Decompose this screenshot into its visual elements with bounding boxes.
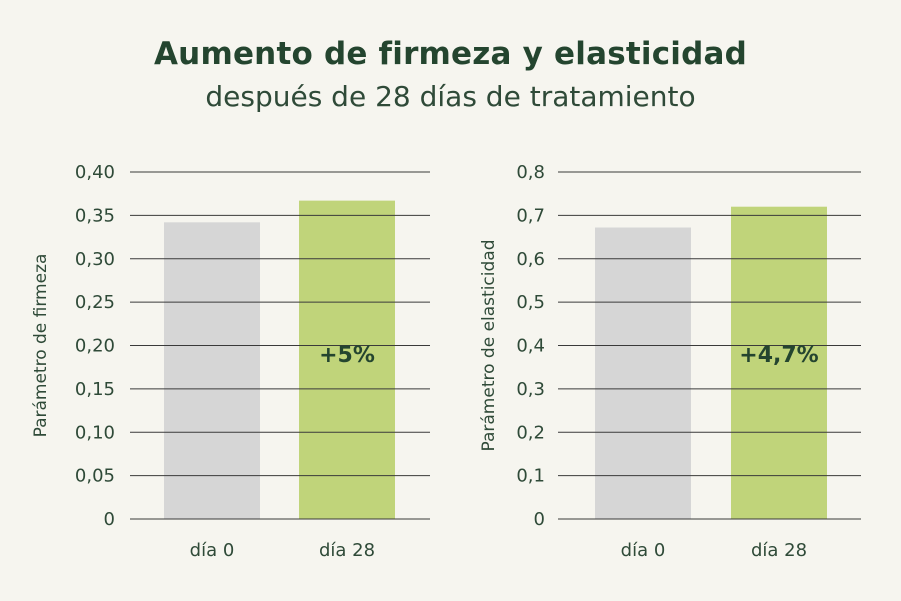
- x-category-label: día 0: [621, 540, 666, 561]
- y-tick-label: 0,05: [75, 466, 115, 487]
- y-tick-label: 0,40: [75, 162, 115, 183]
- y-tick-label: 0,1: [516, 466, 545, 487]
- bar-dia-28: [299, 200, 395, 519]
- y-tick-label: 0,20: [75, 336, 115, 357]
- y-tick-label: 0,35: [75, 205, 115, 226]
- y-tick-label: 0,4: [516, 336, 545, 357]
- percent-change-label: +4,7%: [739, 343, 818, 368]
- bar-dia-0: [595, 227, 691, 519]
- y-tick-label: 0,30: [75, 249, 115, 270]
- chart-title: Aumento de firmeza y elasticidad: [153, 36, 748, 72]
- y-tick-label: 0,8: [516, 162, 545, 183]
- y-axis-label: Parámetro de elasticidad: [479, 240, 499, 452]
- y-tick-label: 0,5: [516, 292, 545, 313]
- y-tick-label: 0,10: [75, 422, 115, 443]
- chart-subtitle: después de 28 días de tratamiento: [205, 80, 696, 113]
- y-tick-label: 0: [534, 509, 545, 530]
- y-tick-label: 0,6: [516, 249, 545, 270]
- y-tick-label: 0,7: [516, 205, 545, 226]
- x-category-label: día 28: [319, 540, 375, 561]
- y-tick-label: 0,25: [75, 292, 115, 313]
- y-tick-label: 0,3: [516, 379, 545, 400]
- x-category-label: día 28: [751, 540, 807, 561]
- y-tick-label: 0,15: [75, 379, 115, 400]
- y-tick-label: 0,2: [516, 422, 545, 443]
- percent-change-label: +5%: [319, 343, 375, 368]
- x-category-label: día 0: [190, 540, 235, 561]
- y-tick-label: 0: [104, 509, 115, 530]
- y-axis-label: Parámetro de firmeza: [31, 254, 51, 438]
- bar-dia-0: [164, 222, 260, 519]
